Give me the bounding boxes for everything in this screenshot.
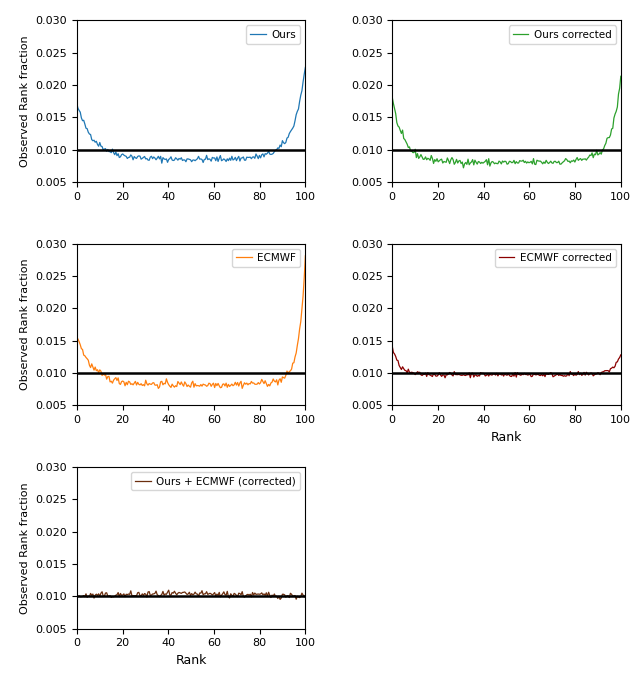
X-axis label: Rank: Rank bbox=[175, 654, 207, 667]
Legend: ECMWF: ECMWF bbox=[232, 249, 300, 267]
Y-axis label: Observed Rank fraction: Observed Rank fraction bbox=[20, 259, 30, 390]
Legend: Ours corrected: Ours corrected bbox=[509, 26, 616, 44]
Legend: Ours: Ours bbox=[246, 26, 300, 44]
Y-axis label: Observed Rank fraction: Observed Rank fraction bbox=[20, 35, 30, 167]
Legend: Ours + ECMWF (corrected): Ours + ECMWF (corrected) bbox=[131, 472, 300, 490]
Legend: ECMWF corrected: ECMWF corrected bbox=[495, 249, 616, 267]
Y-axis label: Observed Rank fraction: Observed Rank fraction bbox=[20, 482, 30, 614]
X-axis label: Rank: Rank bbox=[491, 431, 522, 443]
